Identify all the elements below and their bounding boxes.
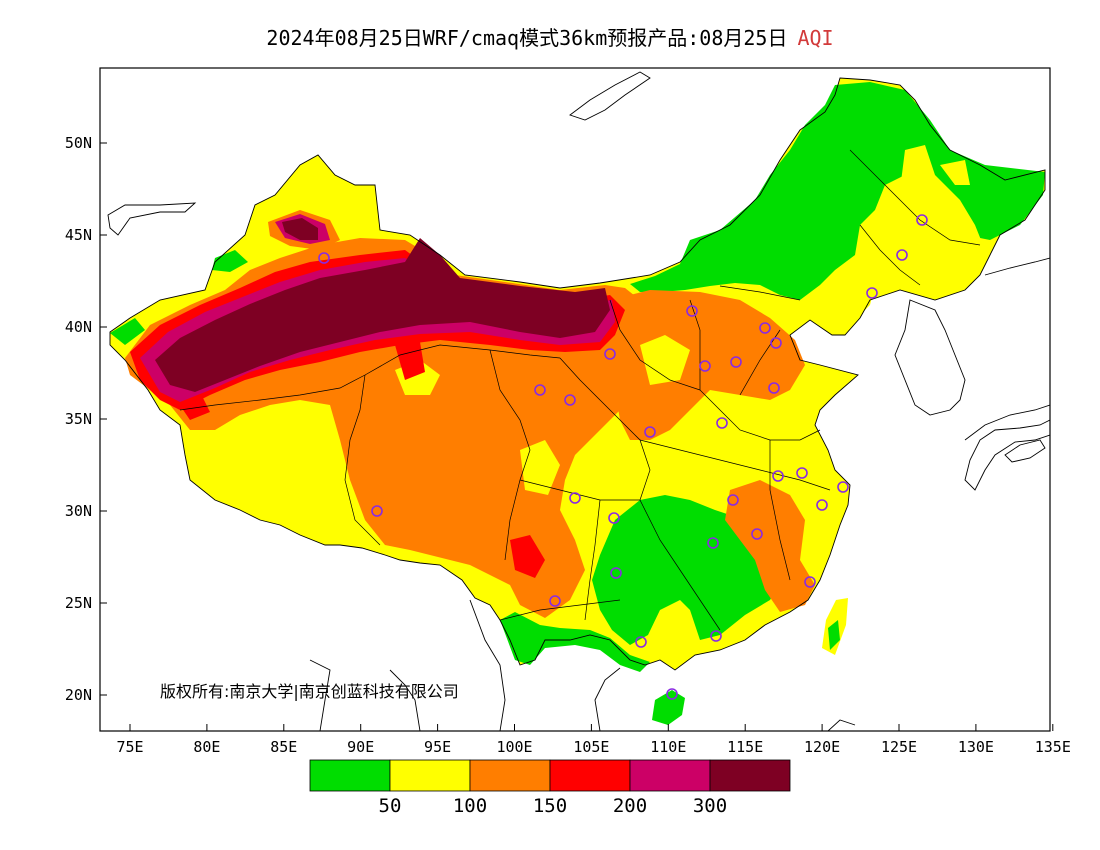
colorbar-label: 50 — [379, 795, 402, 817]
lat-tick-label: 20N — [65, 686, 92, 704]
station-marker — [699, 360, 711, 372]
colorbar-swatch — [629, 759, 711, 792]
lon-tick-label: 85E — [270, 738, 297, 756]
lat-tick-label: 45N — [65, 226, 92, 244]
station-marker — [608, 512, 620, 524]
lat-tick-label: 30N — [65, 502, 92, 520]
station-marker — [804, 576, 816, 588]
station-markers — [318, 214, 928, 700]
west-green-edge — [110, 318, 145, 345]
station-marker — [866, 287, 878, 299]
usg-zone-central — [608, 290, 805, 440]
station-marker — [686, 305, 698, 317]
xj-green-edge — [212, 250, 248, 272]
station-marker — [759, 322, 771, 334]
colorbar-label: 100 — [453, 795, 487, 817]
hainan-region — [652, 690, 685, 725]
title-text: 2024年08月25日WRF/cmaq模式36km预报产品:08月25日 — [266, 26, 788, 50]
lon-tick-label: 105E — [573, 738, 609, 756]
lon-tick-label: 80E — [193, 738, 220, 756]
central-moderate-pocket — [640, 335, 690, 385]
station-marker — [730, 356, 742, 368]
variable-label: AQI — [797, 26, 834, 50]
station-marker — [772, 470, 784, 482]
colorbar-swatch — [469, 759, 551, 792]
lon-tick-label: 130E — [958, 738, 994, 756]
junggar-hotspot-core — [282, 218, 318, 240]
station-marker — [837, 481, 849, 493]
station-marker — [727, 494, 739, 506]
lon-tick-label: 110E — [650, 738, 686, 756]
lon-tick-label: 75E — [116, 738, 143, 756]
station-marker — [666, 688, 678, 700]
yunnan-unhealthy-patch — [510, 535, 545, 578]
station-marker — [916, 214, 928, 226]
station-marker — [816, 499, 828, 511]
station-marker — [707, 537, 719, 549]
station-marker — [610, 567, 622, 579]
lon-tick-label: 135E — [1035, 738, 1071, 756]
hubei-good-patch — [680, 535, 720, 575]
station-marker — [534, 384, 546, 396]
lon-tick-label: 100E — [496, 738, 532, 756]
station-marker — [318, 252, 330, 264]
lat-tick-label: 50N — [65, 134, 92, 152]
northeast-good-zone — [630, 82, 1045, 300]
neighbor-coastlines — [107, 71, 1050, 731]
ne-moderate-patch-2 — [940, 160, 970, 185]
station-marker — [549, 595, 561, 607]
station-marker — [716, 417, 728, 429]
axis-ticks: 75E 80E 85E 90E 95E 100E 105E 110E 115E 120E 125E 1… — [65, 134, 1071, 756]
lon-tick-label: 120E — [804, 738, 840, 756]
lat-tick-label: 25N — [65, 594, 92, 612]
colorbar: 50 100 150 200 300 — [309, 759, 791, 817]
lat-tick-label: 40N — [65, 318, 92, 336]
station-marker — [768, 382, 780, 394]
station-marker — [635, 636, 647, 648]
province-boundaries — [179, 149, 981, 631]
colorbar-swatch — [309, 759, 391, 792]
tibet-unhealthy-patch — [395, 342, 425, 380]
sichuan-moderate-pocket — [520, 440, 560, 495]
hazardous-zone — [155, 238, 610, 392]
station-marker — [710, 630, 722, 642]
coast-moderate-patch — [800, 282, 875, 330]
station-marker — [371, 505, 383, 517]
southwest-good-edge — [500, 612, 650, 672]
colorbar-swatch — [549, 759, 631, 792]
station-marker — [569, 492, 581, 504]
lat-tick-label: 35N — [65, 410, 92, 428]
lon-tick-label: 115E — [727, 738, 763, 756]
usg-zone-east — [725, 480, 815, 612]
colorbar-swatch — [709, 759, 791, 792]
station-marker — [896, 249, 908, 261]
lon-tick-label: 125E — [881, 738, 917, 756]
taiwan-green — [828, 620, 840, 650]
map-title: 2024年08月25日WRF/cmaq模式36km预报产品:08月25日 AQI — [0, 22, 1100, 51]
china-outline — [109, 77, 1046, 671]
station-marker — [604, 348, 616, 360]
colorbar-label: 300 — [693, 795, 727, 817]
colorbar-label: 150 — [533, 795, 567, 817]
copyright-text: 版权所有:南京大学|南京创蓝科技有限公司 — [160, 682, 459, 701]
station-marker — [770, 337, 782, 349]
station-marker — [796, 467, 808, 479]
lon-tick-label: 95E — [424, 738, 451, 756]
map-content — [107, 71, 1050, 731]
colorbar-swatch — [389, 759, 471, 792]
station-marker — [564, 394, 576, 406]
station-marker — [644, 426, 656, 438]
colorbar-label: 200 — [613, 795, 647, 817]
station-marker — [751, 528, 763, 540]
lon-tick-label: 90E — [347, 738, 374, 756]
